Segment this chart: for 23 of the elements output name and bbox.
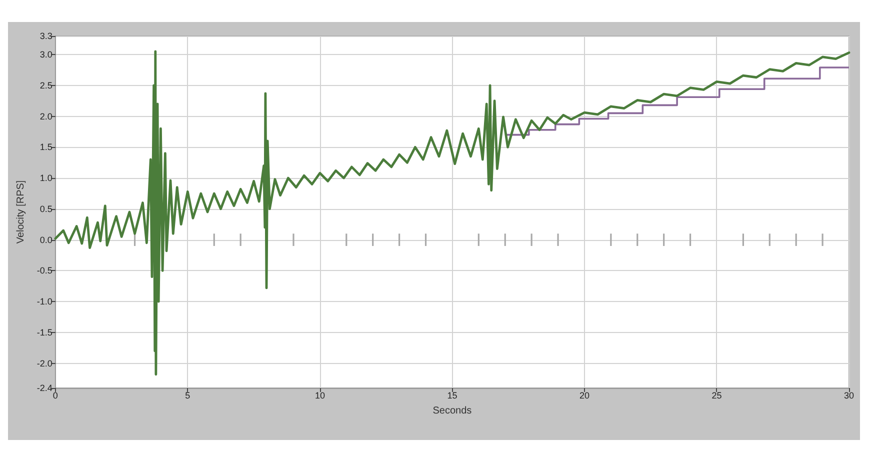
x-axis-title: Seconds	[432, 406, 472, 416]
y-tick-label: -0.5	[36, 266, 52, 276]
y-tick-label: 3.3	[40, 31, 52, 41]
x-tick-label: 0	[52, 390, 58, 400]
y-tick-label: 1.5	[40, 142, 52, 152]
y-tick-label: 2.5	[40, 80, 52, 90]
y-tick-label: 2.0	[40, 111, 52, 122]
y-axis-title: Velocity [RPS]	[16, 180, 26, 244]
x-tick-label: 10	[314, 390, 325, 400]
y-tick-label: 1.0	[40, 173, 52, 184]
y-tick-label: 3.0	[40, 50, 52, 60]
y-tick-label: -1.5	[36, 327, 52, 338]
y-tick-label: -2.0	[36, 358, 52, 368]
y-tick-label: 0.0	[40, 234, 52, 245]
y-tick-label: -1.0	[36, 296, 52, 307]
x-tick-label: 15	[447, 390, 458, 400]
x-tick-label: 5	[185, 390, 190, 400]
y-tick-label: -2.4	[36, 383, 52, 393]
x-tick-label: 20	[579, 390, 590, 400]
line-series	[54, 50, 850, 376]
x-tick-label: 25	[712, 390, 722, 400]
x-tick-label: 30	[844, 390, 854, 400]
y-tick-label: 0.5	[40, 204, 52, 214]
